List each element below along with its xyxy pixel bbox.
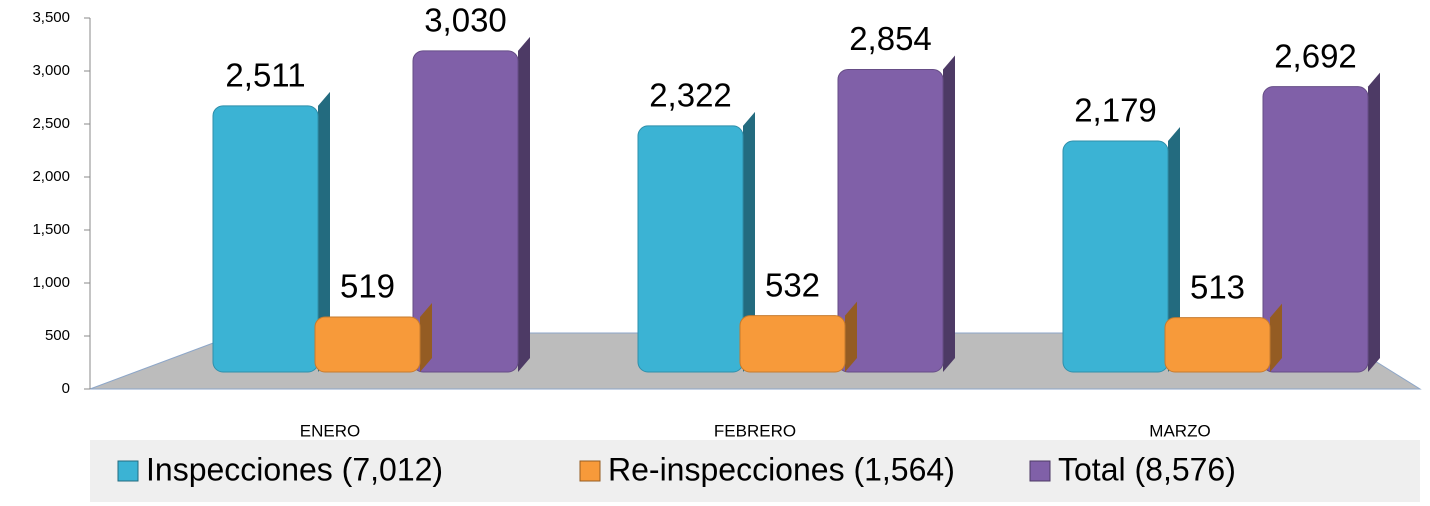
y-tick-label: 2,000 <box>32 168 70 185</box>
bar <box>837 68 944 373</box>
value-label: 513 <box>1190 268 1245 305</box>
legend-label: Total (8,576) <box>1058 451 1236 487</box>
value-label: 3,030 <box>424 2 507 39</box>
y-tick-label: 2,500 <box>32 115 70 132</box>
bar-side <box>318 91 330 373</box>
bar-side <box>1168 127 1180 372</box>
legend-swatch <box>1029 460 1051 482</box>
bar <box>412 50 519 373</box>
legend-box <box>90 440 1420 502</box>
bar-side <box>943 55 955 372</box>
legend-swatch <box>579 460 601 482</box>
bar-side <box>845 301 857 372</box>
y-tick-label: 1,500 <box>32 221 70 238</box>
bar-side <box>420 302 432 372</box>
y-tick-label: 1,000 <box>32 274 70 291</box>
legend-label: Re-inspecciones (1,564) <box>608 451 955 487</box>
y-tick-label: 3,000 <box>32 62 70 79</box>
y-tick-label: 0 <box>62 380 70 397</box>
value-label: 2,854 <box>849 20 932 57</box>
bar <box>1062 140 1169 373</box>
value-label: 2,322 <box>649 77 732 114</box>
legend-swatch <box>117 460 139 482</box>
bar <box>212 105 319 373</box>
bar <box>314 316 421 373</box>
value-label: 532 <box>765 266 820 303</box>
bar <box>1262 86 1369 373</box>
bar-side <box>743 111 755 373</box>
value-label: 2,179 <box>1074 92 1157 129</box>
value-label: 2,692 <box>1274 37 1357 74</box>
x-tick-label: FEBRERO <box>714 421 796 440</box>
bar <box>1164 317 1271 373</box>
bar <box>739 315 846 373</box>
y-tick-label: 500 <box>45 327 70 344</box>
bar-side <box>1368 72 1380 372</box>
value-label: 2,511 <box>225 57 305 94</box>
x-tick-label: ENERO <box>300 421 360 440</box>
y-tick-label: 3,500 <box>32 9 70 26</box>
bar <box>637 125 744 373</box>
value-label: 519 <box>340 268 395 305</box>
bar-side <box>1270 303 1282 372</box>
x-tick-label: MARZO <box>1149 421 1210 440</box>
legend-label: Inspecciones (7,012) <box>146 451 443 487</box>
bar-side <box>518 36 530 372</box>
